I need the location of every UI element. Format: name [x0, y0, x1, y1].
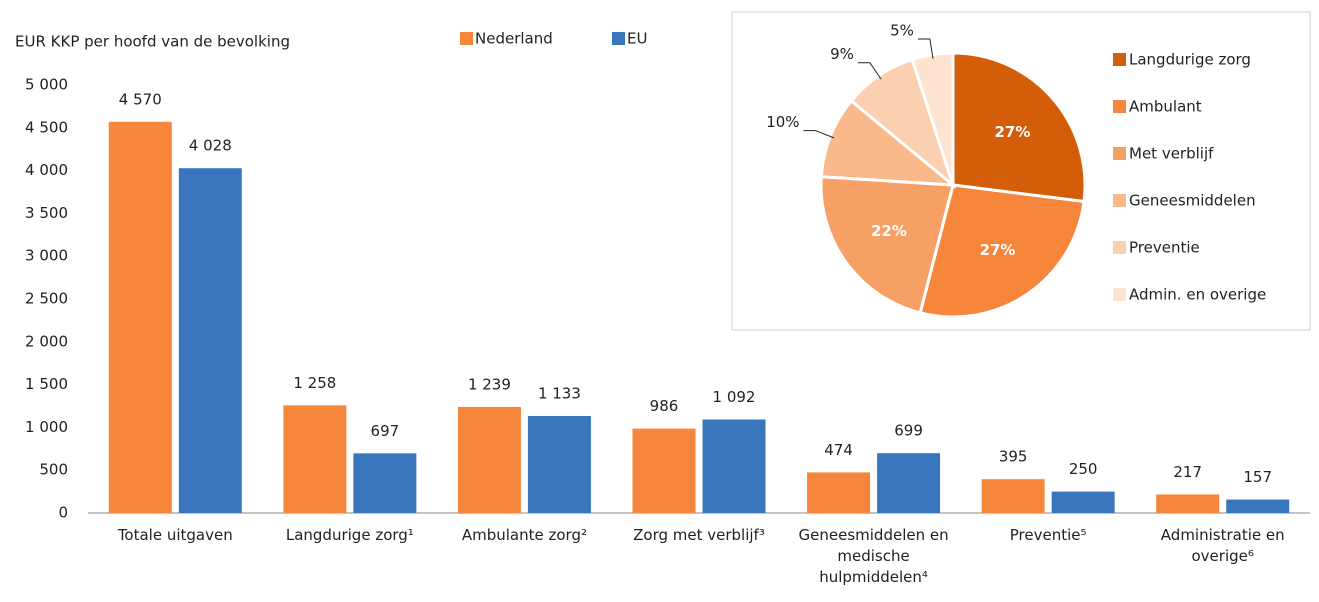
pie-value-label: 27% — [980, 241, 1016, 259]
legend-label: EU — [627, 30, 647, 48]
legend-label: Ambulant — [1129, 98, 1202, 116]
leader-line — [917, 38, 934, 59]
y-tick-label: 4 500 — [25, 118, 68, 136]
value-label: 250 — [1069, 460, 1098, 478]
legend-swatch — [1113, 288, 1126, 301]
y-tick-label: 3 500 — [25, 204, 68, 222]
pie-value-label: 27% — [994, 123, 1030, 141]
legend-swatch — [1113, 53, 1126, 66]
legend-swatch — [612, 32, 625, 45]
pie-slice — [918, 183, 1086, 319]
bar — [283, 405, 347, 513]
bar — [877, 453, 941, 513]
value-label: 986 — [650, 397, 679, 415]
bar — [457, 406, 521, 513]
y-tick-label: 0 — [58, 504, 68, 522]
x-tick-label: Totale uitgaven — [117, 526, 233, 544]
leader-line — [857, 62, 882, 80]
bar — [981, 479, 1045, 513]
x-tick-label: Zorg met verblijf³ — [633, 526, 765, 544]
bar — [108, 121, 172, 514]
bar — [1226, 499, 1290, 513]
x-tick-label: Ambulante zorg² — [461, 526, 587, 544]
y-tick-label: 3 000 — [25, 247, 68, 265]
value-label: 1 258 — [293, 374, 336, 392]
bar — [178, 168, 242, 514]
x-tick-label: Langdurige zorg¹ — [285, 526, 414, 544]
bar — [353, 453, 417, 513]
y-tick-label: 500 — [39, 461, 68, 479]
value-label: 4 570 — [119, 90, 162, 108]
leader-line — [803, 130, 835, 139]
value-label: 697 — [371, 422, 400, 440]
bar — [632, 428, 696, 513]
value-label: 4 028 — [189, 137, 232, 155]
value-label: 699 — [894, 422, 923, 440]
bar — [527, 416, 591, 513]
legend-label: Met verblijf — [1129, 145, 1214, 163]
x-tick-label: Preventie⁵ — [1009, 526, 1087, 544]
y-tick-label: 1 000 — [25, 418, 68, 436]
value-label: 1 133 — [538, 385, 581, 403]
value-label: 1 092 — [713, 388, 756, 406]
legend-swatch — [1113, 147, 1126, 160]
x-tick-label: Geneesmiddelen en medische hulpmiddelen⁴ — [798, 526, 949, 586]
legend-label: Admin. en overige — [1129, 286, 1266, 304]
pie-slice — [819, 175, 955, 315]
legend-swatch — [1113, 100, 1126, 113]
y-tick-label: 2 500 — [25, 290, 68, 308]
legend-swatch — [460, 32, 473, 45]
legend-swatch — [1113, 241, 1126, 254]
value-label: 1 239 — [468, 375, 511, 393]
pie-slice — [951, 51, 1087, 204]
bar — [702, 419, 766, 513]
legend-label: Langdurige zorg — [1129, 51, 1251, 69]
y-tick-label: 2 000 — [25, 332, 68, 350]
bar — [1051, 491, 1115, 513]
value-label: 474 — [824, 441, 853, 459]
bar — [807, 472, 871, 513]
pie-value-label: 22% — [871, 222, 907, 240]
pie-value-label: 5% — [890, 21, 914, 39]
y-tick-label: 1 500 — [25, 375, 68, 393]
legend-label: Nederland — [475, 30, 553, 48]
y-tick-label: 4 000 — [25, 161, 68, 179]
value-label: 395 — [999, 448, 1028, 466]
pie-value-label: 10% — [766, 113, 799, 131]
y-tick-label: 5 000 — [25, 76, 68, 94]
value-label: 217 — [1173, 463, 1202, 481]
y-axis-title: EUR KKP per hoofd van de bevolking — [15, 33, 290, 51]
pie-value-label: 9% — [830, 45, 854, 63]
legend-label: Preventie — [1129, 239, 1200, 257]
legend-label: Geneesmiddelen — [1129, 192, 1256, 210]
value-label: 157 — [1243, 468, 1272, 486]
legend-swatch — [1113, 194, 1126, 207]
x-tick-label: Administratie en overige⁶ — [1160, 526, 1285, 565]
bar — [1156, 494, 1220, 513]
